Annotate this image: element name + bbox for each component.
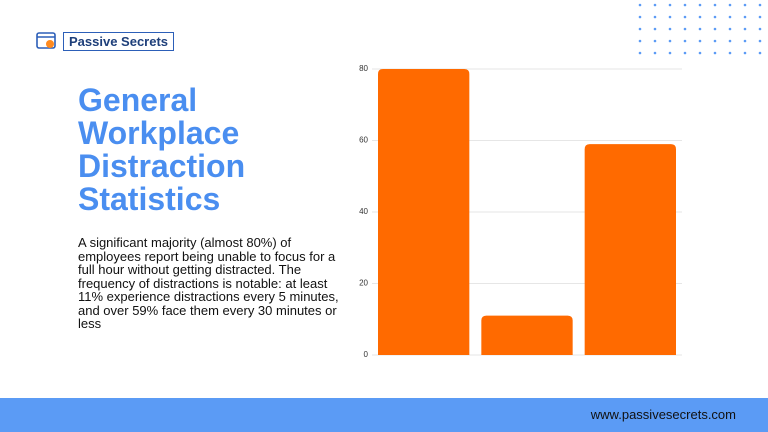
logo-text: Passive Secrets (63, 31, 175, 51)
logo-icon (36, 32, 56, 49)
decor-dot (728, 39, 732, 43)
decor-dot (698, 27, 702, 31)
decor-dot (713, 27, 717, 31)
decor-dot (758, 3, 762, 7)
decor-dot (713, 39, 717, 43)
decor-dot (698, 3, 702, 7)
decor-dot (713, 3, 717, 7)
decor-dot (683, 27, 687, 31)
y-tick-label: 80 (359, 64, 368, 73)
chart: 0 20 40 60 80 (359, 3, 762, 359)
decor-dot (698, 15, 702, 19)
bar (378, 69, 470, 355)
decor-dot (653, 51, 657, 55)
decor-dot (638, 15, 642, 19)
decor-dot (698, 51, 702, 55)
bar (481, 315, 573, 355)
decor-dot (713, 15, 717, 19)
decor-dot (653, 3, 657, 7)
decor-dot (743, 39, 747, 43)
decor-dot (758, 27, 762, 31)
decor-dot (743, 27, 747, 31)
logo[interactable]: Passive Secrets (36, 31, 175, 51)
decor-dot (698, 39, 702, 43)
bar (584, 144, 676, 355)
decor-dot (653, 15, 657, 19)
y-tick-label: 0 (364, 350, 369, 359)
decor-dot (683, 3, 687, 7)
decor-dot (668, 15, 672, 19)
decor-dot (743, 51, 747, 55)
decor-dot (728, 51, 732, 55)
decor-dot (728, 3, 732, 7)
decor-dot (743, 15, 747, 19)
decor-dot (683, 15, 687, 19)
decor-dot (713, 51, 717, 55)
decor-dot (758, 15, 762, 19)
decor-dot (653, 39, 657, 43)
title: General Workplace Distraction Statistics (78, 82, 246, 217)
decor-dot (668, 27, 672, 31)
decor-dot (728, 15, 732, 19)
decor-dot (758, 39, 762, 43)
y-tick-label: 20 (359, 279, 368, 288)
decor-dot (638, 3, 642, 7)
decor-dot (638, 39, 642, 43)
decor-dot (758, 51, 762, 55)
body-text: A significant majority (almost 80%) of e… (78, 235, 339, 331)
decor-dot (668, 3, 672, 7)
decor-dot (683, 39, 687, 43)
decor-dot (683, 51, 687, 55)
footer-url[interactable]: www.passivesecrets.com (590, 407, 736, 422)
y-tick-label: 40 (359, 207, 368, 216)
decor-dot (728, 27, 732, 31)
footer: www.passivesecrets.com (0, 398, 768, 432)
decor-dot (653, 27, 657, 31)
decor-dot (743, 3, 747, 7)
decor-dot (668, 39, 672, 43)
decor-dot (668, 51, 672, 55)
decor-dot (638, 51, 642, 55)
decor-dot (638, 27, 642, 31)
y-tick-label: 60 (359, 136, 368, 145)
